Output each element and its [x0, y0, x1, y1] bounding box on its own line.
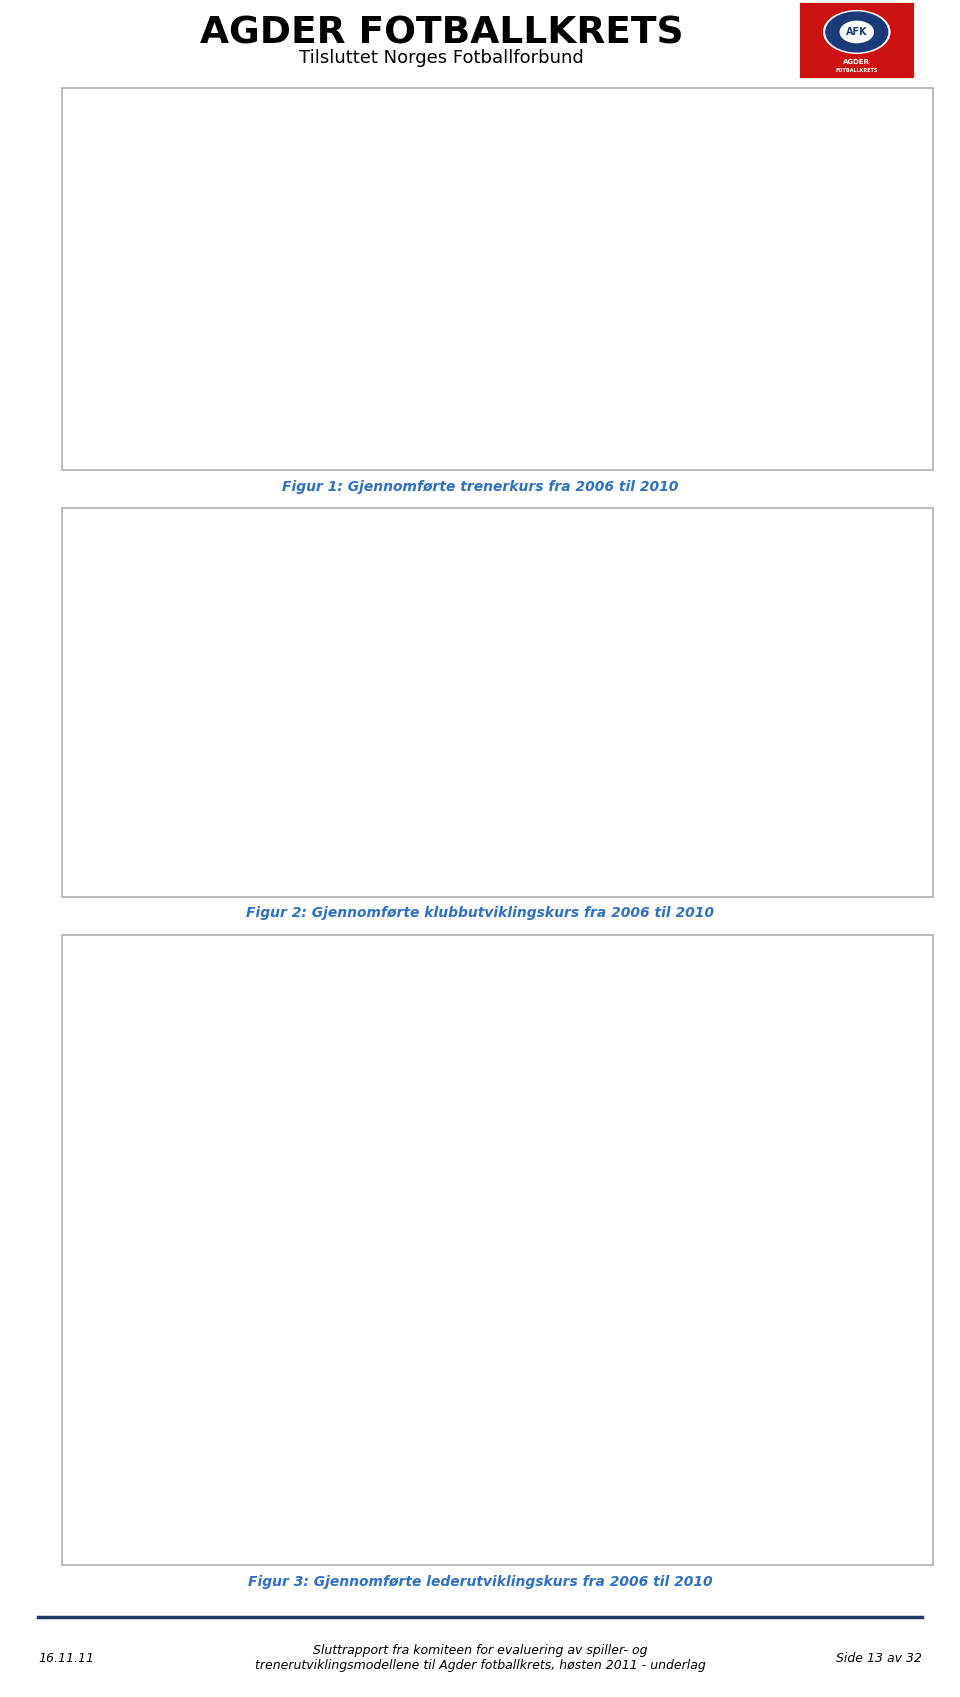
Menn — [166, 1164, 178, 1185]
Line: Sum deltakere: Sum deltakere — [166, 596, 656, 784]
Sum deltakere — [166, 144, 178, 165]
Text: Side 13 av 32: Side 13 av 32 — [835, 1651, 922, 1665]
X-axis label: Årstall: Årstall — [386, 443, 435, 458]
Line: Antall tiltak: Antall tiltak — [168, 823, 654, 842]
Line: Sum deltakere: Sum deltakere — [166, 148, 656, 319]
Line: Menn: Menn — [168, 633, 654, 791]
Menn — [286, 278, 298, 299]
Kvinner — [643, 402, 655, 423]
Title: Lederutviklingskurs: Lederutviklingskurs — [278, 988, 543, 1011]
Text: 16.11.11: 16.11.11 — [38, 1651, 94, 1665]
Title: Klubbutviklingskurs: Klubbutviklingskurs — [277, 526, 544, 552]
Menn — [524, 1456, 536, 1476]
Text: FOTBALLKRETS: FOTBALLKRETS — [835, 68, 878, 73]
Antall tiltak — [643, 399, 655, 419]
Menn — [405, 248, 417, 268]
Line: Menn: Menn — [168, 171, 654, 328]
Antall tiltak — [405, 1429, 417, 1449]
Line: Kvinner: Kvinner — [168, 1095, 654, 1470]
Text: Sluttrapport fra komiteen for evaluering av spiller- og
trenerutviklingsmodellen: Sluttrapport fra komiteen for evaluering… — [254, 1644, 706, 1672]
Text: Figur 1: Gjennomførte trenerkurs fra 2006 til 2010: Figur 1: Gjennomførte trenerkurs fra 200… — [282, 480, 678, 494]
Line: Kvinner: Kvinner — [168, 774, 654, 842]
Antall tiltak — [286, 402, 298, 423]
Line: Antall tiltak: Antall tiltak — [168, 400, 654, 416]
Kvinner — [286, 1088, 298, 1108]
Sum deltakere — [524, 641, 536, 662]
Text: AFK: AFK — [846, 27, 868, 37]
Antall tiltak — [166, 821, 178, 842]
Sum deltakere — [643, 302, 655, 322]
Title: Trenerkurs: Trenerkurs — [339, 105, 483, 129]
Text: AGDER: AGDER — [843, 59, 871, 64]
Text: Tilsluttet Norges Fotballforbund: Tilsluttet Norges Fotballforbund — [300, 49, 584, 66]
Sum deltakere — [405, 1062, 417, 1083]
Menn — [405, 626, 417, 647]
Sum deltakere — [524, 1448, 536, 1468]
Y-axis label: Antall: Antall — [84, 256, 98, 300]
Kvinner — [405, 390, 417, 411]
Antall tiltak — [643, 826, 655, 847]
Antall tiltak — [405, 818, 417, 838]
Y-axis label: Antall: Antall — [84, 680, 98, 725]
Text: AGDER FOTBALLKRETS: AGDER FOTBALLKRETS — [200, 15, 684, 51]
Menn — [524, 283, 536, 304]
Kvinner — [286, 397, 298, 417]
Sum deltakere — [286, 1069, 298, 1089]
Menn — [643, 1456, 655, 1476]
Antall tiltak — [524, 402, 536, 423]
Kvinner — [166, 387, 178, 407]
Sum deltakere — [405, 592, 417, 613]
Antall tiltak — [405, 400, 417, 421]
Menn — [643, 776, 655, 796]
X-axis label: Årstall: Årstall — [386, 1504, 435, 1519]
Line: Antall tiltak: Antall tiltak — [168, 1436, 654, 1470]
Kvinner — [643, 1456, 655, 1476]
Sum deltakere — [405, 226, 417, 246]
Kvinner — [286, 779, 298, 799]
Menn — [643, 314, 655, 334]
Text: Figur 2: Gjennomførte klubbutviklingskurs fra 2006 til 2010: Figur 2: Gjennomførte klubbutviklingskur… — [246, 906, 714, 920]
Sum deltakere — [166, 1062, 178, 1083]
Legend: Antall tiltak, Menn, Kvinner, Sum deltakere: Antall tiltak, Menn, Kvinner, Sum deltak… — [719, 1052, 862, 1159]
Kvinner — [166, 767, 178, 787]
X-axis label: Årstall: Årstall — [386, 869, 435, 884]
Menn — [524, 680, 536, 701]
Kvinner — [643, 828, 655, 848]
Antall tiltak — [286, 818, 298, 838]
Circle shape — [826, 12, 888, 53]
Circle shape — [824, 10, 890, 53]
Antall tiltak — [524, 818, 536, 838]
Legend: Antall tiltak, Menn, Kvinner, Sum deltakere: Antall tiltak, Menn, Kvinner, Sum deltak… — [719, 584, 862, 689]
Menn — [166, 694, 178, 714]
Text: Figur 3: Gjennomførte lederutviklingskurs fra 2006 til 2010: Figur 3: Gjennomførte lederutviklingskur… — [248, 1575, 712, 1588]
Kvinner — [166, 1361, 178, 1381]
Kvinner — [405, 794, 417, 815]
Kvinner — [524, 794, 536, 815]
Line: Kvinner: Kvinner — [168, 392, 654, 416]
Antall tiltak — [286, 1429, 298, 1449]
Circle shape — [840, 22, 874, 42]
Line: Menn: Menn — [168, 1171, 654, 1470]
Kvinner — [524, 400, 536, 421]
Antall tiltak — [643, 1456, 655, 1476]
Menn — [286, 1259, 298, 1280]
Sum deltakere — [643, 1448, 655, 1468]
Antall tiltak — [524, 1456, 536, 1476]
Sum deltakere — [524, 278, 536, 299]
Antall tiltak — [166, 394, 178, 414]
Sum deltakere — [643, 767, 655, 787]
Sum deltakere — [286, 266, 298, 287]
Y-axis label: Antall: Antall — [84, 1229, 98, 1273]
Kvinner — [405, 1171, 417, 1191]
Antall tiltak — [166, 1429, 178, 1449]
Line: Sum deltakere: Sum deltakere — [166, 1066, 656, 1465]
Kvinner — [524, 1456, 536, 1476]
Menn — [166, 165, 178, 185]
Menn — [405, 1353, 417, 1373]
Legend: Antall tiltak, Menn, Kvinner, Sum deltakere: Antall tiltak, Menn, Kvinner, Sum deltak… — [719, 163, 862, 268]
Sum deltakere — [286, 618, 298, 638]
Menn — [286, 672, 298, 692]
Sum deltakere — [166, 626, 178, 647]
